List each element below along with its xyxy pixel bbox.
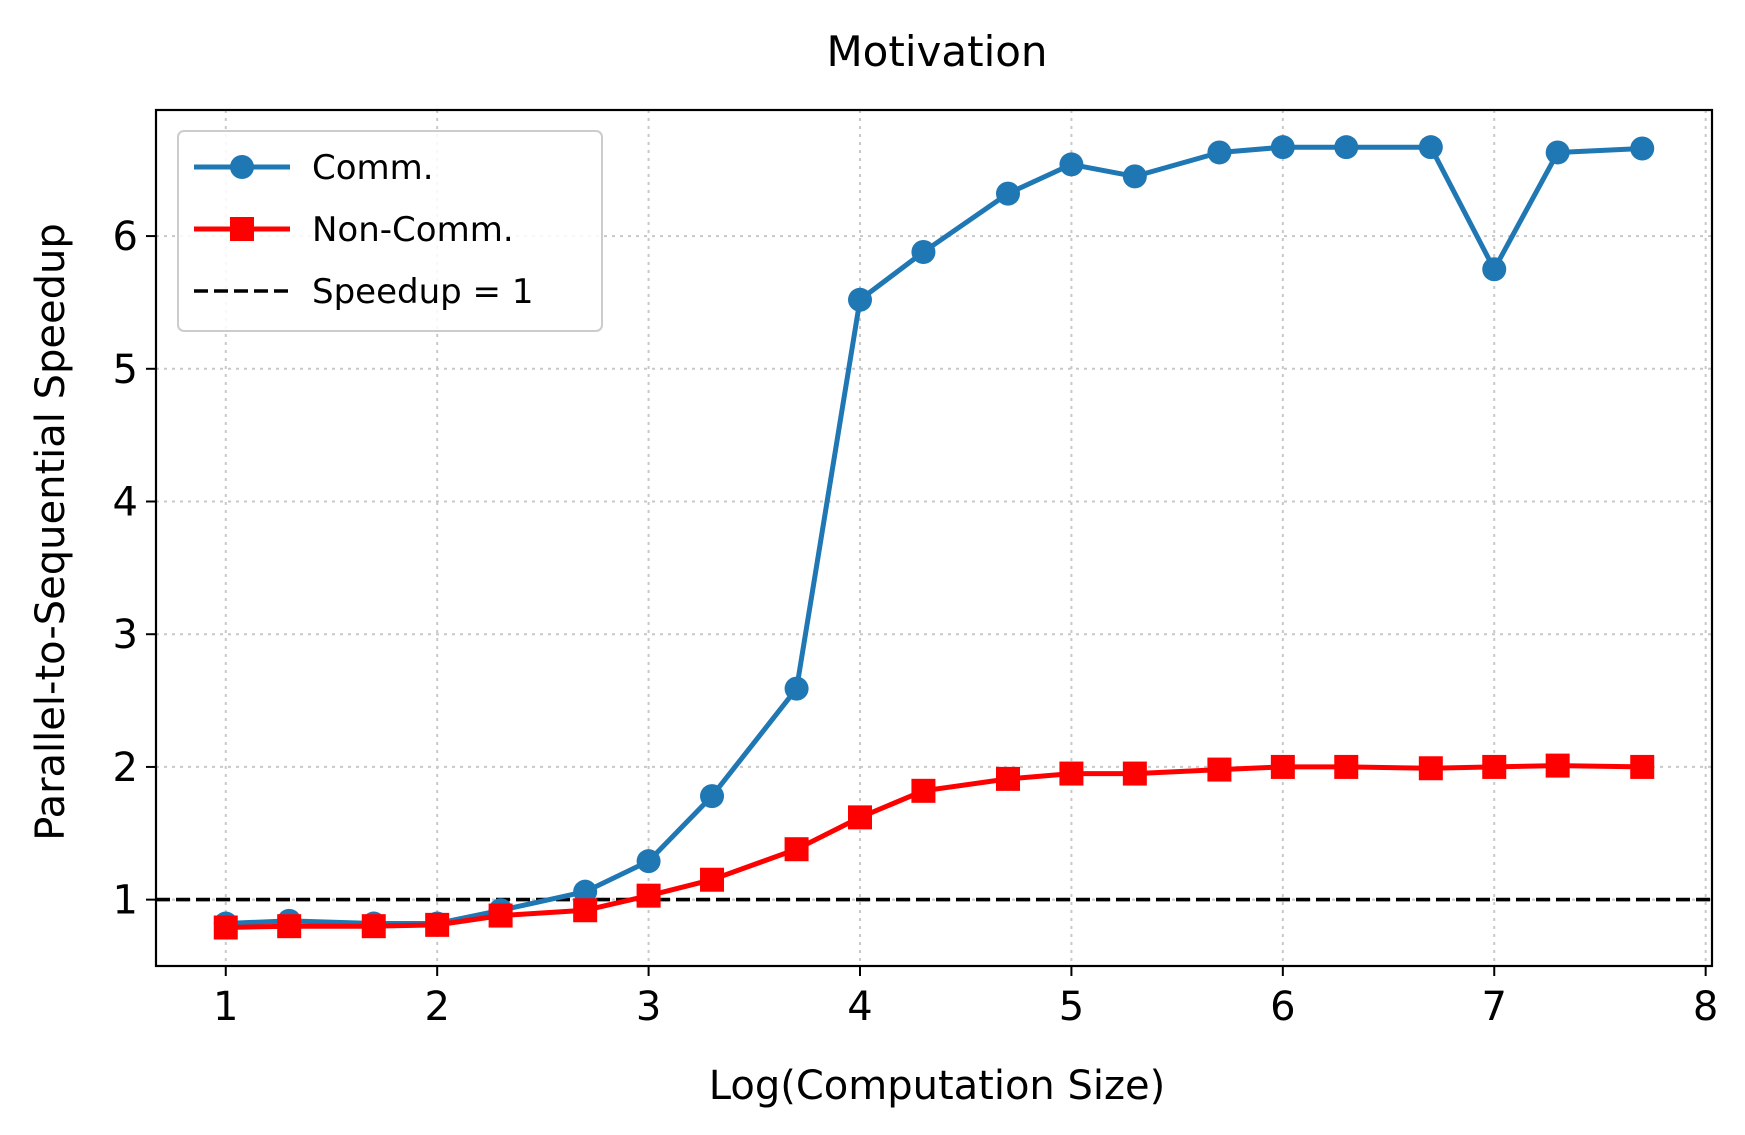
x-tick-label: 8 [1693, 984, 1718, 1030]
data-point-comm [1122, 164, 1147, 189]
data-point-comm [911, 240, 936, 265]
legend-marker-comm [230, 155, 254, 179]
y-tick-label: 4 [113, 480, 138, 526]
data-point-non-comm [1207, 757, 1232, 782]
x-tick-label: 5 [1059, 984, 1084, 1030]
data-point-non-comm [573, 898, 598, 923]
y-tick-label: 1 [113, 878, 138, 924]
data-point-comm [1207, 140, 1232, 165]
data-point-non-comm [700, 867, 725, 892]
legend-label-comm: Comm. [312, 148, 434, 188]
data-point-non-comm [1482, 754, 1507, 779]
data-point-non-comm [1122, 761, 1147, 786]
data-point-non-comm [1270, 754, 1295, 779]
data-point-non-comm [488, 903, 513, 928]
data-point-non-comm [636, 883, 661, 908]
data-point-non-comm [361, 914, 386, 939]
y-tick-label: 2 [113, 745, 138, 791]
legend: Comm. Non-Comm. Speedup = 1 [177, 130, 603, 332]
x-tick-label: 6 [1270, 984, 1295, 1030]
series-group [213, 135, 1655, 940]
data-point-comm [784, 676, 809, 701]
data-point-comm [636, 849, 661, 874]
y-tick-label: 3 [113, 612, 138, 658]
x-tick-label: 7 [1482, 984, 1507, 1030]
data-point-non-comm [848, 805, 873, 830]
x-tick-label: 4 [847, 984, 872, 1030]
series-non-comm [213, 753, 1655, 940]
y-tick-label: 5 [113, 347, 138, 393]
data-point-comm [1270, 135, 1295, 160]
data-point-non-comm [277, 914, 302, 939]
data-point-non-comm [425, 912, 450, 937]
legend-label-speedup-1: Speedup = 1 [312, 272, 533, 312]
y-axis-label: Parallel-to-Sequential Speedup [28, 223, 74, 840]
x-tick-label: 1 [213, 984, 238, 1030]
data-point-comm [1418, 135, 1443, 160]
plot-area: 1 2 3 4 5 6 7 8 1 2 3 4 5 6 [113, 108, 1719, 1030]
data-point-non-comm [784, 837, 809, 862]
data-point-comm [1334, 135, 1359, 160]
chart-title: Motivation [826, 27, 1047, 76]
data-point-non-comm [1334, 754, 1359, 779]
legend-marker-non-comm [230, 217, 254, 241]
data-point-non-comm [995, 766, 1020, 791]
plot-frame [154, 108, 1714, 968]
data-point-comm [1630, 136, 1655, 161]
data-point-comm [1482, 257, 1507, 282]
data-point-non-comm [1418, 756, 1443, 781]
data-point-non-comm [1545, 753, 1570, 778]
data-point-comm [848, 287, 873, 312]
tick-group: 1 2 3 4 5 6 7 8 1 2 3 4 5 6 [113, 214, 1719, 1030]
legend-label-non-comm: Non-Comm. [312, 210, 514, 250]
legend-box [177, 130, 603, 332]
data-point-non-comm [213, 915, 238, 940]
x-tick-label: 3 [636, 984, 661, 1030]
data-point-comm [1059, 152, 1084, 177]
y-tick-label: 6 [113, 214, 138, 260]
data-point-comm [995, 181, 1020, 206]
data-point-non-comm [1630, 754, 1655, 779]
data-point-comm [573, 879, 598, 904]
x-tick-label: 2 [424, 984, 449, 1030]
x-axis-label: Log(Computation Size) [709, 1063, 1165, 1109]
data-point-non-comm [1059, 761, 1084, 786]
data-point-comm [1545, 140, 1570, 165]
data-point-non-comm [911, 778, 936, 803]
data-point-comm [700, 784, 725, 809]
